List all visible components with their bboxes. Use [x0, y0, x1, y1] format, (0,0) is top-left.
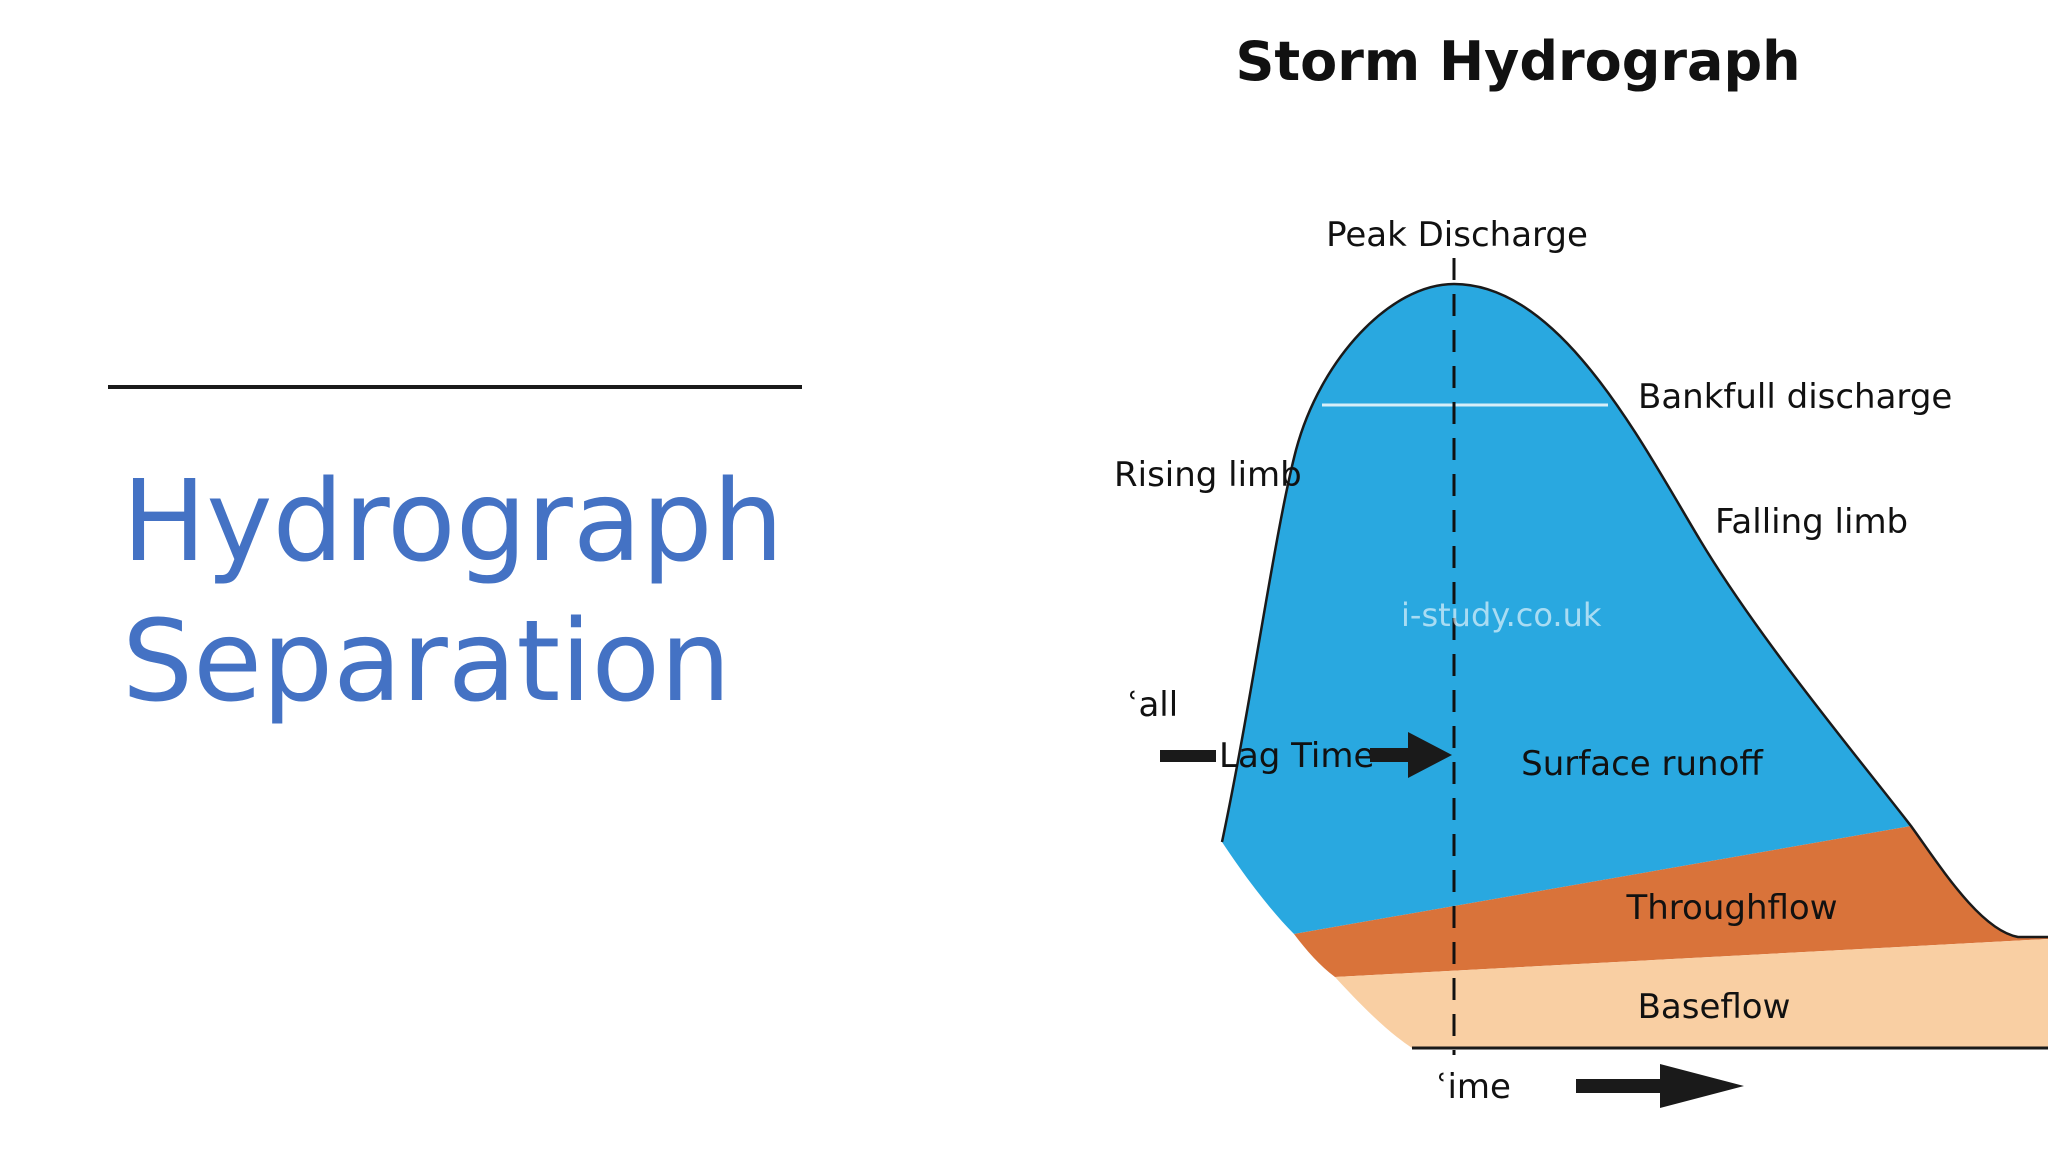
throughflow-label: Throughflow	[1625, 888, 1837, 928]
bankfull-discharge-label: Bankfull discharge	[1638, 377, 1952, 417]
baseflow-label: Baseflow	[1638, 987, 1791, 1027]
time-arrow-icon	[1576, 1064, 1744, 1108]
slide-title: Hydrograph Separation	[122, 452, 784, 732]
surface-runoff-area	[1222, 284, 1911, 934]
lag-time-arrow-tail	[1160, 750, 1216, 762]
diagram-title: Storm Hydrograph	[1235, 30, 1800, 93]
hydrograph-curve	[1220, 282, 2048, 939]
slide-title-line-1: Hydrograph	[122, 457, 784, 587]
baseflow-area	[1335, 939, 2048, 1048]
peak-discharge-label: Peak Discharge	[1326, 215, 1588, 255]
lag-time-arrow-icon	[1370, 732, 1452, 778]
watermark-text: i-study.co.uk	[1401, 596, 1602, 634]
falling-limb-label: Falling limb	[1715, 502, 1908, 542]
throughflow-area	[1294, 826, 2048, 977]
lag-time-label: Lag Time	[1219, 736, 1374, 776]
surface-runoff-label: Surface runoff	[1521, 744, 1764, 784]
time-axis-label-fragment: ʿime	[1437, 1067, 1511, 1107]
title-divider-line	[108, 385, 802, 389]
slide-title-line-2: Separation	[122, 597, 731, 727]
rising-limb-label: Rising limb	[1114, 455, 1302, 495]
rainfall-label-fragment: ʿall	[1128, 685, 1178, 725]
